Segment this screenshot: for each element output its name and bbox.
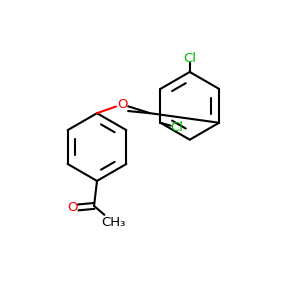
Text: Cl: Cl — [170, 121, 183, 134]
Text: CH₃: CH₃ — [101, 216, 125, 229]
Text: O: O — [68, 201, 78, 214]
Text: Cl: Cl — [183, 52, 196, 65]
Text: O: O — [117, 98, 127, 111]
